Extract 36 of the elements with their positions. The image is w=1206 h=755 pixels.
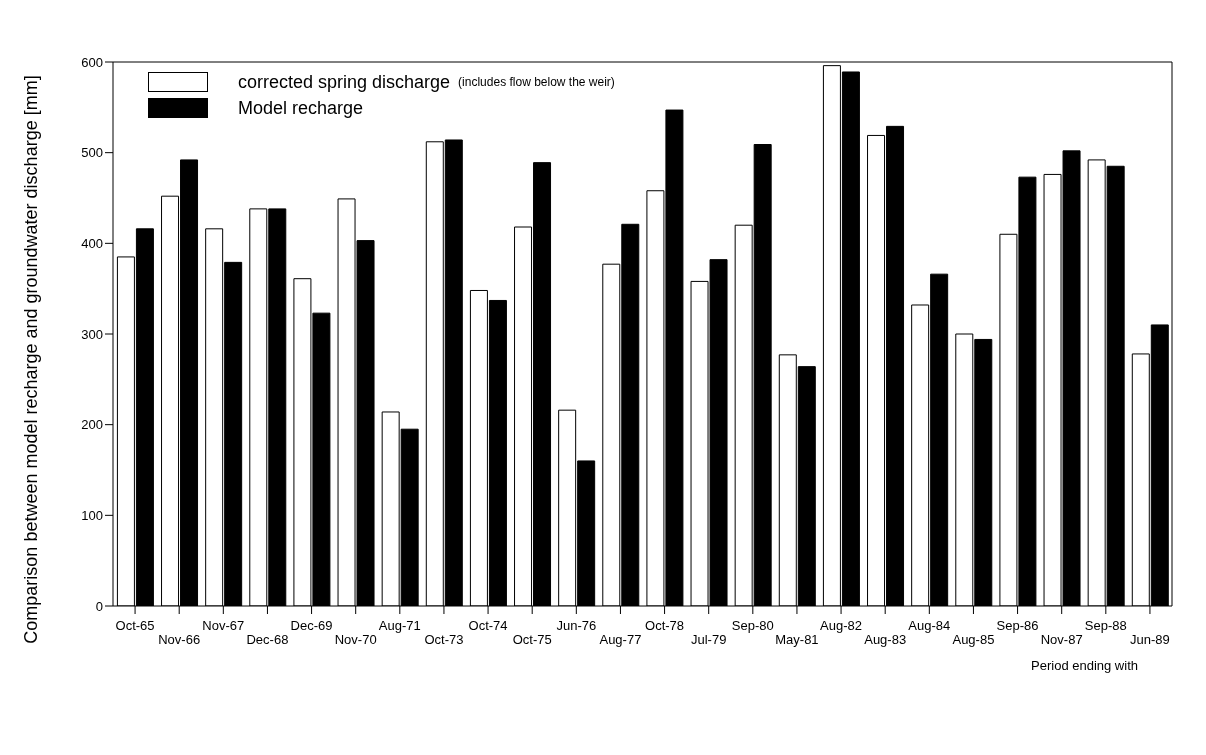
y-tick-label: 200 bbox=[81, 417, 103, 433]
x-tick-label: Dec-69 bbox=[290, 618, 333, 633]
x-tick-label: Oct-75 bbox=[512, 632, 552, 647]
x-tick-label: Oct-74 bbox=[468, 618, 508, 633]
x-tick-label: Nov-70 bbox=[334, 632, 377, 647]
x-tick-label: Jul-79 bbox=[690, 632, 727, 647]
x-tick-label: Oct-73 bbox=[424, 632, 464, 647]
y-tick-label: 500 bbox=[81, 145, 103, 161]
x-tick-label: Aug-77 bbox=[599, 632, 642, 647]
y-tick-label: 600 bbox=[81, 54, 103, 70]
x-tick-label: Sep-88 bbox=[1084, 618, 1127, 633]
y-tick-label: 0 bbox=[95, 598, 103, 614]
x-tick-label: Nov-67 bbox=[202, 618, 245, 633]
x-tick-label: Aug-85 bbox=[952, 632, 995, 647]
x-tick-label: Oct-65 bbox=[115, 618, 155, 633]
y-tick-label: 100 bbox=[81, 507, 103, 523]
y-tick-label: 400 bbox=[81, 235, 103, 251]
x-tick-label: Sep-86 bbox=[996, 618, 1039, 633]
x-tick-label: Jun-89 bbox=[1130, 632, 1170, 647]
x-tick-label: Aug-82 bbox=[820, 618, 863, 633]
x-tick-label: Dec-68 bbox=[246, 632, 289, 647]
annotation: (includes flow below the weir) bbox=[458, 75, 615, 89]
x-tick-label: Nov-87 bbox=[1040, 632, 1083, 647]
x-tick-label: May-81 bbox=[775, 632, 819, 647]
x-tick-label: Nov-66 bbox=[158, 632, 201, 647]
y-axis-title: Comparison between model recharge and groundwater discharge [mm] bbox=[20, 75, 42, 644]
x-tick-label: Jun-76 bbox=[556, 618, 597, 633]
y-tick-label: 300 bbox=[81, 326, 103, 342]
x-tick-label: Aug-71 bbox=[378, 618, 421, 633]
x-axis-title: Period ending with bbox=[1031, 658, 1138, 673]
legend-label: corrected spring discharge bbox=[238, 71, 451, 93]
x-tick-label: Sep-80 bbox=[731, 618, 774, 633]
legend-label: Model recharge bbox=[238, 97, 364, 119]
x-tick-label: Oct-78 bbox=[645, 618, 685, 633]
x-tick-label: Aug-83 bbox=[864, 632, 907, 647]
x-tick-label: Aug-84 bbox=[908, 618, 951, 633]
